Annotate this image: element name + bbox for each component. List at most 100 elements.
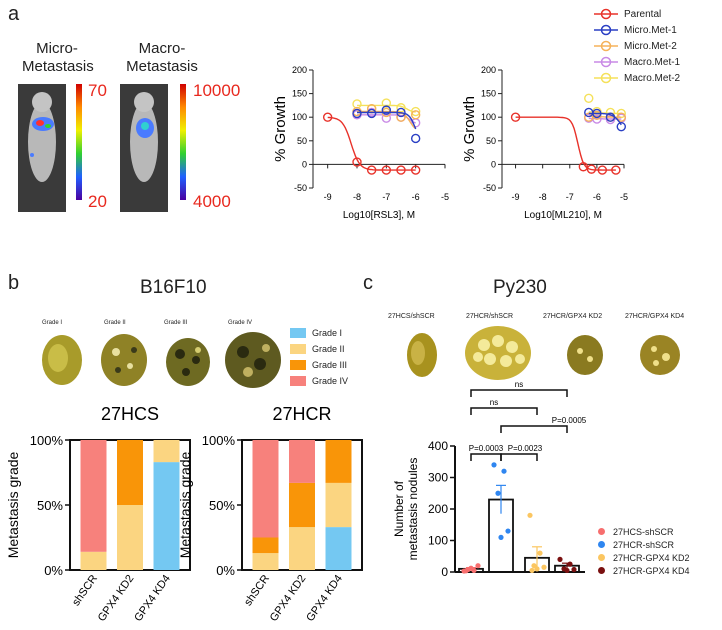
legend-marker bbox=[594, 56, 618, 68]
bioluminescence-images bbox=[18, 84, 186, 212]
data-point bbox=[592, 108, 602, 119]
legend-label: Macro.Met-1 bbox=[624, 56, 681, 68]
legend-marker bbox=[594, 8, 618, 20]
lung-grade-ii bbox=[101, 334, 147, 386]
macro-color-scale-bar bbox=[180, 84, 186, 200]
y-tick-label: 150 bbox=[292, 89, 307, 99]
y-axis-label: % Growth bbox=[272, 96, 289, 162]
y-tick-label: 0 bbox=[441, 565, 448, 579]
x-tick-label: -5 bbox=[620, 192, 628, 202]
py230-legend-item: 27HCS-shSCR bbox=[598, 525, 718, 538]
fit-curve bbox=[357, 104, 416, 113]
legend-label: Macro.Met-2 bbox=[624, 72, 681, 84]
y-tick-label: 50 bbox=[486, 136, 496, 146]
bar-segment bbox=[153, 440, 180, 463]
legend-label: Micro.Met-1 bbox=[624, 24, 677, 36]
data-point bbox=[396, 103, 406, 113]
data-point bbox=[616, 112, 626, 122]
y-tick-label: 50% bbox=[37, 498, 63, 513]
macro-mouse-image bbox=[120, 84, 168, 212]
legend-item: Macro.Met-2 bbox=[592, 70, 717, 86]
grade-legend-swatch bbox=[290, 376, 306, 386]
y-tick-label: 0% bbox=[216, 563, 235, 578]
py230-photo-label: 27HCS/shSCR bbox=[388, 313, 435, 320]
fit-curve bbox=[515, 116, 616, 171]
category-label: GPX4 KD4 bbox=[304, 573, 345, 624]
bar-segment bbox=[252, 440, 279, 538]
bar-segment bbox=[325, 527, 352, 570]
fit-curve bbox=[588, 112, 622, 126]
grade-photo-label: Grade II bbox=[104, 320, 126, 326]
y-tick-label: 400 bbox=[428, 439, 448, 453]
data-point bbox=[366, 165, 377, 175]
x-tick-label: -7 bbox=[566, 192, 574, 202]
y-tick-label: 200 bbox=[428, 502, 448, 516]
data-point bbox=[495, 490, 501, 496]
lung-27hcs-shscr bbox=[407, 333, 437, 377]
y-tick-label: 150 bbox=[481, 89, 496, 99]
py230-legend-item: 27HCR-GPX4 KD4 bbox=[598, 564, 718, 577]
legend-item: Parental bbox=[592, 6, 717, 22]
data-point bbox=[597, 165, 608, 175]
grade-legend-item: Grade I bbox=[290, 325, 390, 341]
grade-legend: Grade I Grade II Grade III Grade IV bbox=[290, 325, 390, 389]
category-label: shSCR bbox=[70, 573, 100, 608]
y-tick-label: 100% bbox=[30, 433, 64, 448]
data-point bbox=[529, 567, 535, 574]
y-tick-label: 50 bbox=[297, 136, 307, 146]
micro-metastasis-label: Micro- Metastasis bbox=[22, 40, 94, 76]
significance-label: ns bbox=[490, 398, 498, 407]
lung-27hcr-gpx4-kd4 bbox=[640, 335, 680, 375]
py230-legend-item: 27HCR-GPX4 KD2 bbox=[598, 551, 718, 564]
significance-bracket bbox=[470, 407, 538, 415]
y-tick-label: -50 bbox=[483, 183, 496, 193]
bar-segment bbox=[252, 553, 279, 570]
y-tick-label: 200 bbox=[292, 65, 307, 75]
data-point bbox=[463, 568, 469, 574]
data-point bbox=[381, 105, 392, 115]
micro-mouse-image bbox=[18, 84, 66, 212]
bar-segment bbox=[80, 440, 107, 552]
grade-legend-item: Grade IV bbox=[290, 373, 390, 389]
py230-photo-label: 27HCR/shSCR bbox=[466, 313, 514, 320]
significance-label: P=0.0003 bbox=[469, 444, 504, 453]
py230-legend-dot bbox=[598, 567, 605, 574]
data-point bbox=[578, 162, 589, 172]
data-point bbox=[352, 99, 362, 109]
py230-legend-dot bbox=[598, 554, 605, 561]
data-point bbox=[571, 566, 577, 573]
data-point bbox=[410, 110, 421, 120]
x-tick-label: -7 bbox=[382, 192, 390, 202]
grade-photo-label: Grade III bbox=[164, 320, 188, 326]
legend-label: Micro.Met-2 bbox=[624, 40, 677, 52]
data-point bbox=[491, 462, 497, 468]
data-point bbox=[366, 108, 377, 119]
legend-label: Parental bbox=[624, 8, 662, 20]
grade-photo-label: Grade I bbox=[42, 320, 63, 326]
category-label: shSCR bbox=[242, 573, 272, 608]
macro-label-line1: Macro- bbox=[138, 40, 186, 57]
data-point bbox=[537, 550, 543, 556]
y-tick-label: 100 bbox=[428, 534, 448, 548]
x-tick-label: -5 bbox=[441, 192, 449, 202]
x-tick-label: -9 bbox=[512, 192, 520, 202]
y-tick-label: 100% bbox=[202, 433, 236, 448]
ml210-dose-response-chart: -50 0 50 100 150 200 -9 -8 -7 -6 -5 Log10[ML210], M… bbox=[461, 65, 628, 221]
stack-chart-title: 27HCR bbox=[272, 404, 331, 424]
py230-photo-label: 27HCR/GPX4 KD4 bbox=[625, 313, 685, 320]
grade-legend-swatch bbox=[290, 360, 306, 370]
significance-label: P=0.0023 bbox=[508, 444, 543, 453]
y-tick-label: -50 bbox=[294, 183, 307, 193]
macro-scale-min: 4000 bbox=[193, 192, 231, 211]
bar-segment bbox=[80, 551, 107, 570]
data-point bbox=[605, 112, 616, 122]
data-point bbox=[611, 165, 621, 175]
lung-27hcr-gpx4-kd2 bbox=[567, 335, 603, 375]
data-point bbox=[527, 512, 533, 518]
data-point bbox=[475, 563, 481, 569]
py230-legend-label: 27HCS-shSCR bbox=[613, 526, 674, 537]
y-tick-label: 200 bbox=[481, 65, 496, 75]
py230-legend: 27HCS-shSCR 27HCR-shSCR 27HCR-GPX4 KD2 27HC… bbox=[598, 525, 718, 577]
bar-segment bbox=[289, 482, 315, 528]
micro-label-line2: Metastasis bbox=[22, 58, 94, 75]
